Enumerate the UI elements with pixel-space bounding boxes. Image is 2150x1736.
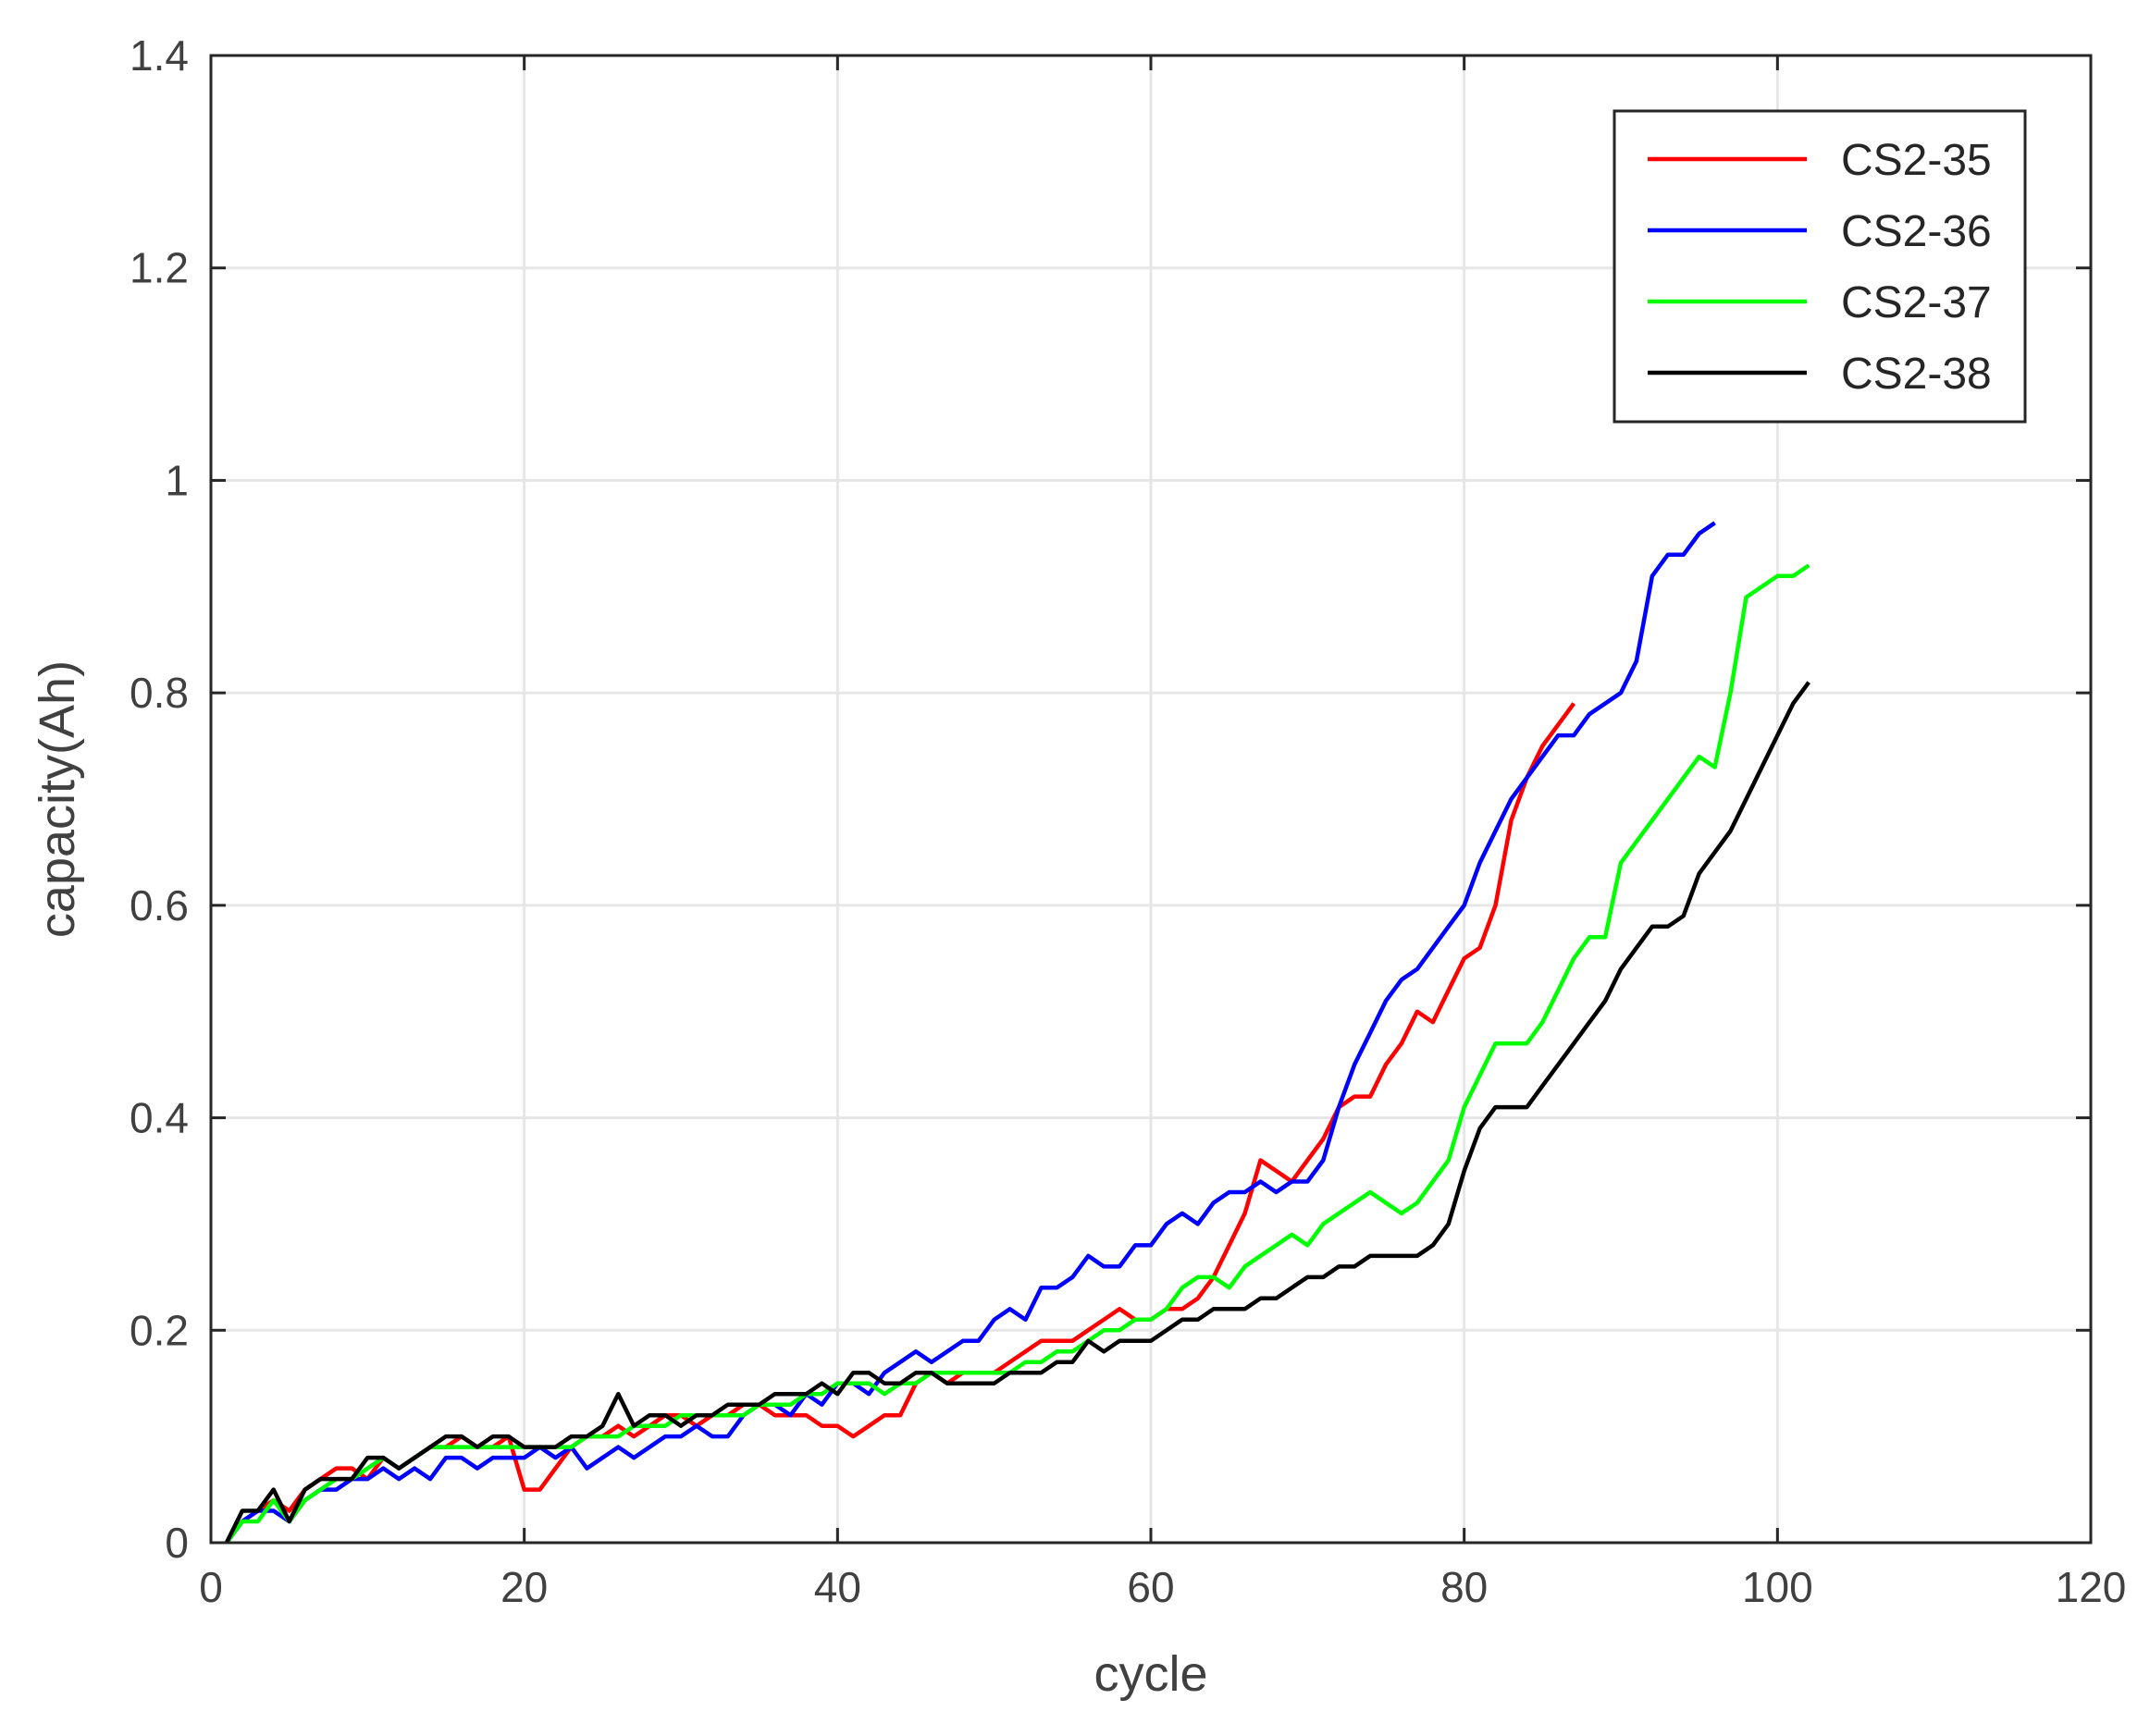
y-tick-label: 1.4 [130,31,189,80]
legend-label: CS2-37 [1841,278,1992,327]
x-tick-label: 0 [199,1563,223,1611]
series-line-cs2-37 [225,563,1810,1545]
x-tick-label: 120 [2056,1563,2127,1611]
legend-label: CS2-38 [1841,350,1992,399]
series-lines [224,521,1811,1545]
y-tick-label: 0 [165,1519,189,1567]
y-tick-label: 0.2 [130,1306,189,1354]
legend-label: CS2-36 [1841,207,1992,256]
y-tick-label: 1.2 [130,244,189,292]
axis-tick-labels: 0 20 40 60 80 100 120 0 0.2 0.4 0.6 0.8 1 1.2 1.4 [130,31,2126,1611]
legend-label: CS2-35 [1841,136,1992,185]
x-tick-label: 80 [1440,1563,1488,1611]
x-tick-label: 20 [500,1563,548,1611]
legend-box [1612,109,2027,424]
y-tick-label: 0.8 [130,669,189,717]
x-tick-label: 40 [814,1563,861,1611]
series-line-cs2-35 [225,702,1576,1545]
y-axis-label: capacity(Ah) [30,660,85,938]
y-tick-label: 0.6 [130,881,189,930]
x-tick-label: 100 [1742,1563,1813,1611]
y-tick-label: 0.4 [130,1094,189,1142]
x-axis-label: cycle [1094,1646,1207,1702]
legend: CS2-35 CS2-36 CS2-37 CS2-38 [1612,109,2027,424]
y-tick-label: 1 [165,456,189,504]
axis-ticks [209,54,2093,1545]
series-line-cs2-36 [225,521,1716,1545]
series-line-cs2-38 [224,681,1811,1544]
x-tick-label: 60 [1127,1563,1174,1611]
